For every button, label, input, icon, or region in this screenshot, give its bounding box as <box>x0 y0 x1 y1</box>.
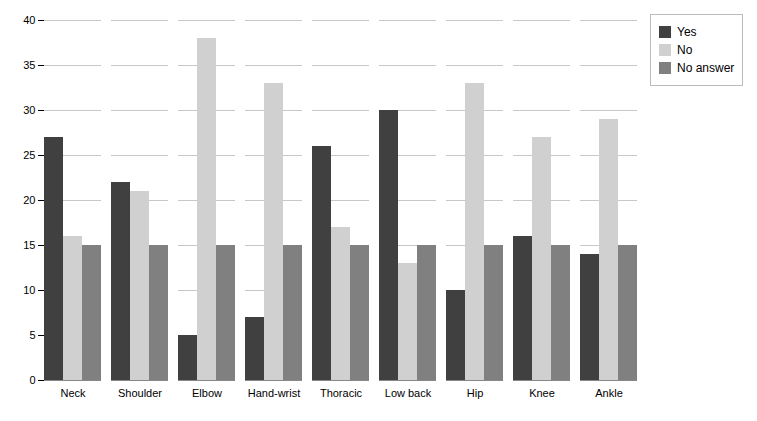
svg-text:Knee: Knee <box>529 387 555 399</box>
svg-text:15: 15 <box>23 239 35 251</box>
html-text:Yes: Yes <box>677 25 697 39</box>
svg-text:Low back: Low back <box>385 387 432 399</box>
svg-text:Hip: Hip <box>467 387 484 399</box>
svg-text:30: 30 <box>23 104 35 116</box>
svg-text:Neck: Neck <box>60 387 86 399</box>
svg-text:40: 40 <box>23 14 35 26</box>
html-text:No answer: No answer <box>677 61 735 75</box>
svg-text:Elbow: Elbow <box>192 387 222 399</box>
svg-text:20: 20 <box>23 194 35 206</box>
svg-text:Hand-wrist: Hand-wrist <box>248 387 301 399</box>
svg-text:25: 25 <box>23 149 35 161</box>
svg-text:5: 5 <box>29 329 35 341</box>
svg-text:Thoracic: Thoracic <box>320 387 363 399</box>
svg-text:Shoulder: Shoulder <box>118 387 162 399</box>
svg-text:0: 0 <box>29 374 35 386</box>
html-text:No: No <box>677 43 693 57</box>
svg-text:Ankle: Ankle <box>595 387 623 399</box>
svg-text:35: 35 <box>23 59 35 71</box>
svg-text:10: 10 <box>23 284 35 296</box>
